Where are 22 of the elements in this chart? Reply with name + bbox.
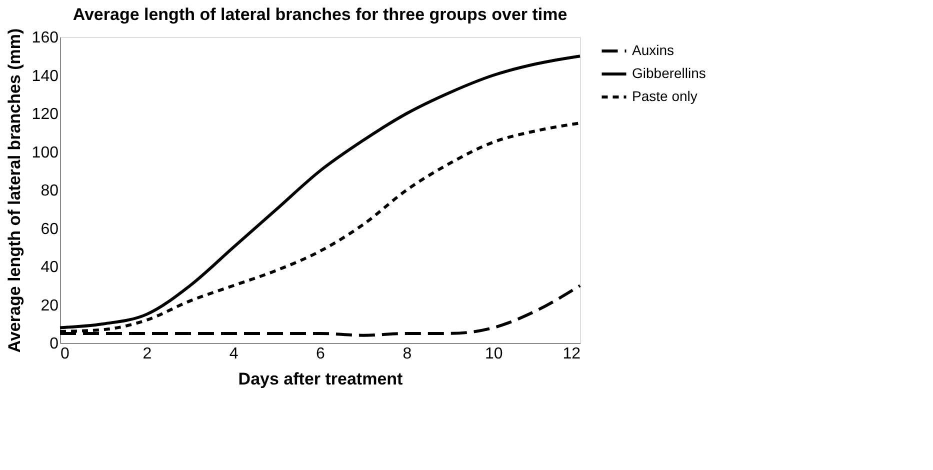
- y-tick-label: 80: [40, 182, 59, 200]
- x-tick-label: 0: [60, 346, 70, 362]
- x-tick-label: 6: [316, 346, 326, 362]
- x-tick-label: 8: [402, 346, 412, 362]
- x-axis-title: Days after treatment: [238, 370, 404, 388]
- x-tick-label: 2: [142, 346, 152, 362]
- y-tick-label: 140: [32, 68, 59, 85]
- y-tick-label: 120: [32, 106, 59, 123]
- y-axis-title: Average length of lateral branches (mm): [4, 28, 24, 353]
- legend-label: Gibberellins: [632, 65, 706, 81]
- y-tick-label: 20: [40, 297, 59, 314]
- legend-label: Paste only: [632, 88, 698, 104]
- y-tick-label: 100: [32, 144, 59, 162]
- y-tick-label: 60: [40, 220, 59, 238]
- x-tick-label: 10: [484, 346, 503, 362]
- x-tick-label: 4: [229, 346, 238, 362]
- y-tick-label: 160: [32, 30, 59, 46]
- chart-title: Average length of lateral branches for three groups over time: [72, 4, 568, 24]
- line-series: [58, 54, 582, 330]
- legend-label: Auxins: [632, 42, 674, 58]
- y-tick-label: 40: [40, 259, 59, 276]
- x-tick-label: 12: [562, 346, 581, 362]
